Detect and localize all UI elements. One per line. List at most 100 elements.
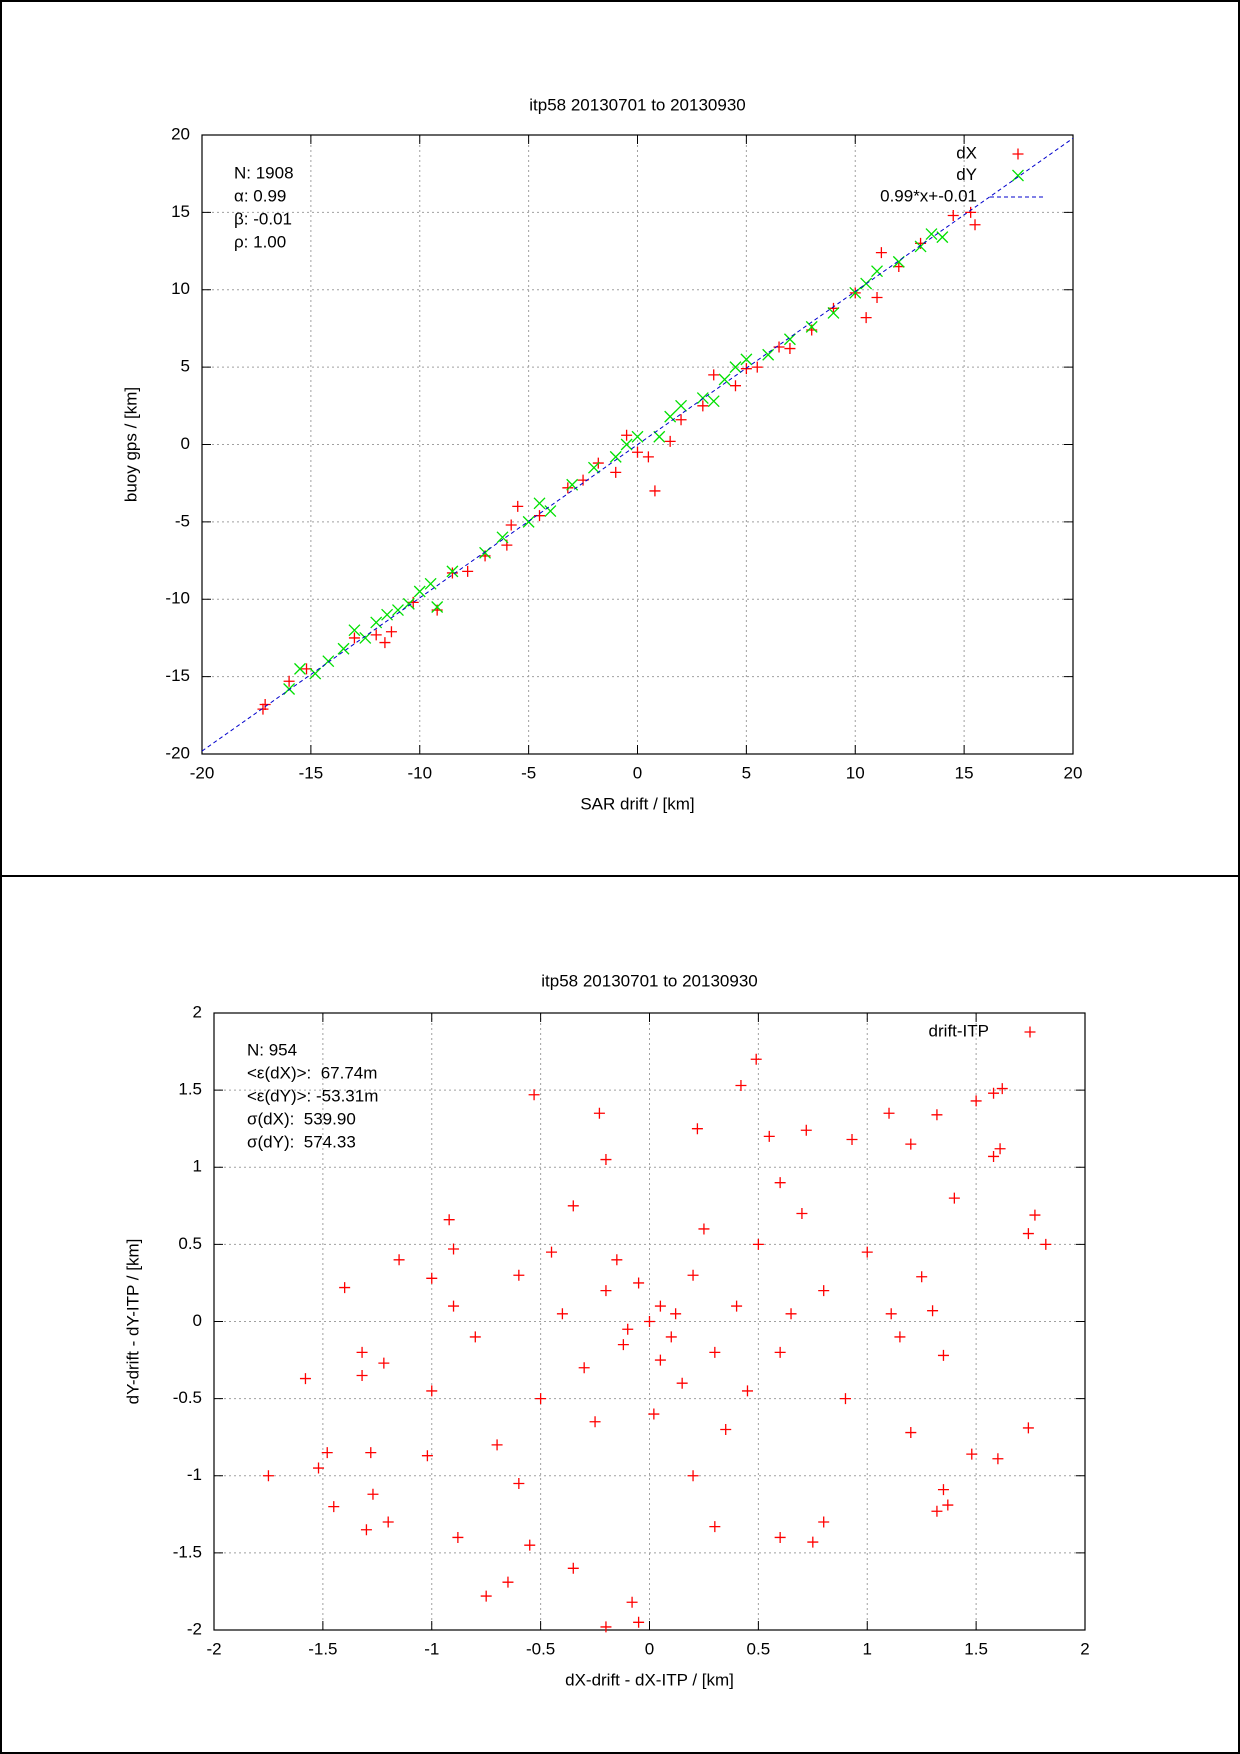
data-point	[927, 1305, 939, 1317]
data-point	[925, 228, 938, 240]
data-point	[709, 1521, 721, 1533]
data-point	[783, 333, 796, 346]
data-point	[381, 608, 394, 621]
data-point	[392, 604, 404, 617]
data-point	[729, 361, 742, 374]
chart-title: itp58 20130701 to 20130930	[529, 95, 745, 114]
y-tick-label: -1	[187, 1465, 202, 1484]
data-point	[751, 361, 763, 373]
data-point	[773, 341, 785, 353]
y-tick-label: -0.5	[173, 1388, 202, 1407]
data-point	[784, 343, 796, 355]
data-point	[257, 703, 269, 715]
y-tick-label: -1.5	[173, 1542, 202, 1561]
data-point	[321, 1447, 333, 1459]
y-tick-label: 15	[171, 202, 190, 221]
data-point	[600, 1285, 612, 1297]
data-point	[675, 399, 688, 412]
data-point	[294, 662, 306, 675]
x-tick-label: -5	[521, 763, 536, 782]
data-point	[942, 1499, 954, 1511]
data-point	[948, 1192, 960, 1204]
data-point	[696, 392, 709, 405]
data-point	[994, 1143, 1006, 1155]
y-tick-label: 0.5	[178, 1234, 202, 1253]
data-point	[774, 1177, 786, 1189]
data-point	[861, 1246, 873, 1258]
data-point	[648, 1408, 660, 1420]
annotation: β: -0.01	[234, 209, 292, 228]
data-point	[988, 1150, 1000, 1162]
data-point	[600, 1154, 612, 1166]
data-point	[633, 1616, 645, 1628]
legend-label: 0.99*x+-0.01	[880, 186, 977, 205]
data-point	[446, 565, 459, 578]
data-point	[697, 400, 709, 412]
data-point	[698, 1223, 710, 1235]
data-point	[609, 450, 622, 463]
data-point	[443, 1214, 455, 1226]
x-tick-label: 1.5	[964, 1639, 988, 1658]
data-point	[931, 1505, 943, 1517]
data-point	[496, 531, 509, 544]
data-point	[687, 1470, 699, 1482]
data-point	[556, 1308, 568, 1320]
data-point	[871, 265, 883, 278]
x-tick-label: 1	[863, 1639, 872, 1658]
data-point	[970, 1095, 982, 1107]
x-tick-label: -0.5	[526, 1639, 555, 1658]
data-point	[452, 1531, 464, 1543]
data-point	[1040, 1238, 1052, 1250]
data-point	[462, 565, 474, 577]
y-axis-label: buoy gps / [km]	[121, 387, 140, 502]
x-tick-label: -15	[299, 763, 324, 782]
data-point	[763, 1130, 775, 1142]
data-point	[965, 206, 977, 218]
y-tick-label: 10	[171, 279, 190, 298]
legend-label: drift-ITP	[929, 1021, 989, 1040]
y-tick-label: -15	[165, 666, 190, 685]
y-tick-label: 0	[193, 1311, 202, 1330]
data-point	[512, 500, 524, 512]
data-point	[370, 629, 382, 641]
data-point	[752, 1238, 764, 1250]
data-point	[448, 1243, 460, 1255]
data-point	[774, 1531, 786, 1543]
data-point	[675, 414, 687, 426]
data-point	[633, 1277, 645, 1289]
legend-swatch	[1024, 1026, 1036, 1038]
plot-frame	[201, 134, 1074, 755]
legend-label: dX	[956, 143, 977, 162]
data-point	[654, 1354, 666, 1366]
data-point	[535, 1393, 547, 1405]
data-point	[827, 302, 839, 314]
data-point	[740, 353, 753, 366]
annotation: ρ: 1.00	[234, 232, 286, 251]
data-point	[631, 430, 644, 443]
data-point	[379, 637, 391, 649]
data-point	[356, 1346, 368, 1358]
data-point	[718, 373, 731, 386]
data-point	[807, 1536, 819, 1548]
data-point	[567, 1200, 579, 1212]
data-point	[356, 1369, 368, 1381]
data-point	[894, 1331, 906, 1343]
data-point	[522, 515, 535, 528]
data-point	[931, 1109, 943, 1121]
data-point	[846, 1133, 858, 1145]
x-tick-label: 10	[846, 763, 865, 782]
chart-title: itp58 20130701 to 20130930	[541, 971, 757, 990]
data-point	[839, 1393, 851, 1405]
data-point	[546, 1246, 558, 1258]
data-point	[735, 1080, 747, 1091]
annotation: <ε(dX)>: 67.74m	[247, 1063, 377, 1082]
data-point	[988, 1087, 1000, 1099]
data-point	[996, 1083, 1008, 1095]
data-point	[708, 369, 720, 381]
x-tick-label: -10	[407, 763, 432, 782]
data-point	[524, 1539, 536, 1551]
data-point	[393, 1254, 405, 1266]
data-point	[687, 1269, 699, 1281]
data-point	[654, 1300, 666, 1312]
